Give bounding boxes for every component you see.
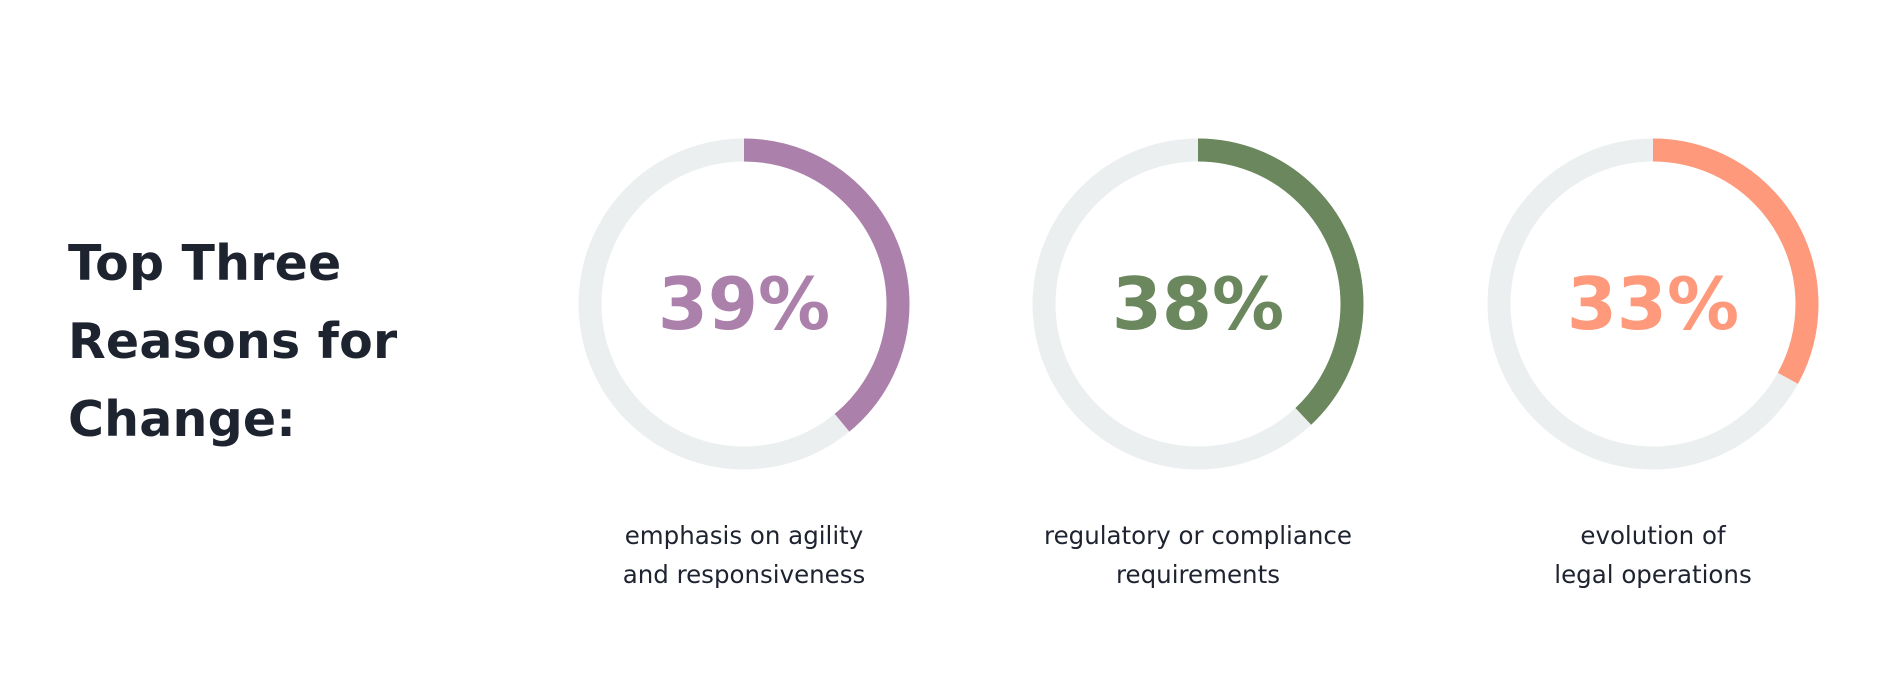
stat-card-regulatory: 38% regulatory or compliance requirement… [1028, 134, 1368, 594]
stat-card-legal-operations: 33% evolution of legal operations [1483, 134, 1823, 594]
title-line-1: Top Three [68, 235, 342, 292]
caption-line-2: requirements [1116, 560, 1280, 589]
stat-caption: evolution of legal operations [1483, 516, 1823, 594]
page-title: Top Three Reasons for Change: [68, 225, 428, 459]
stat-caption: regulatory or compliance requirements [1028, 516, 1368, 594]
percentage-label: 39% [658, 262, 830, 346]
caption-line-2: legal operations [1554, 560, 1752, 589]
donut-chart-regulatory: 38% [1032, 138, 1364, 470]
title-line-2: Reasons for [68, 313, 398, 370]
title-line-3: Change: [68, 391, 297, 448]
caption-line-2: and responsiveness [622, 560, 866, 589]
stat-caption: emphasis on agility and responsiveness [574, 516, 914, 594]
caption-line-1: evolution of [1580, 521, 1726, 550]
donut-chart-legal-operations: 33% [1487, 138, 1819, 470]
donut-value-arc [1032, 138, 1364, 470]
percentage-label: 33% [1567, 262, 1739, 346]
percentage-label: 38% [1112, 262, 1284, 346]
caption-line-1: regulatory or compliance [1044, 521, 1352, 550]
donut-value-arc [1487, 138, 1819, 470]
donut-value-arc [578, 138, 910, 470]
stat-card-agility: 39% emphasis on agility and responsivene… [574, 134, 914, 594]
donut-chart-agility: 39% [578, 138, 910, 470]
caption-line-1: emphasis on agility [624, 521, 864, 550]
